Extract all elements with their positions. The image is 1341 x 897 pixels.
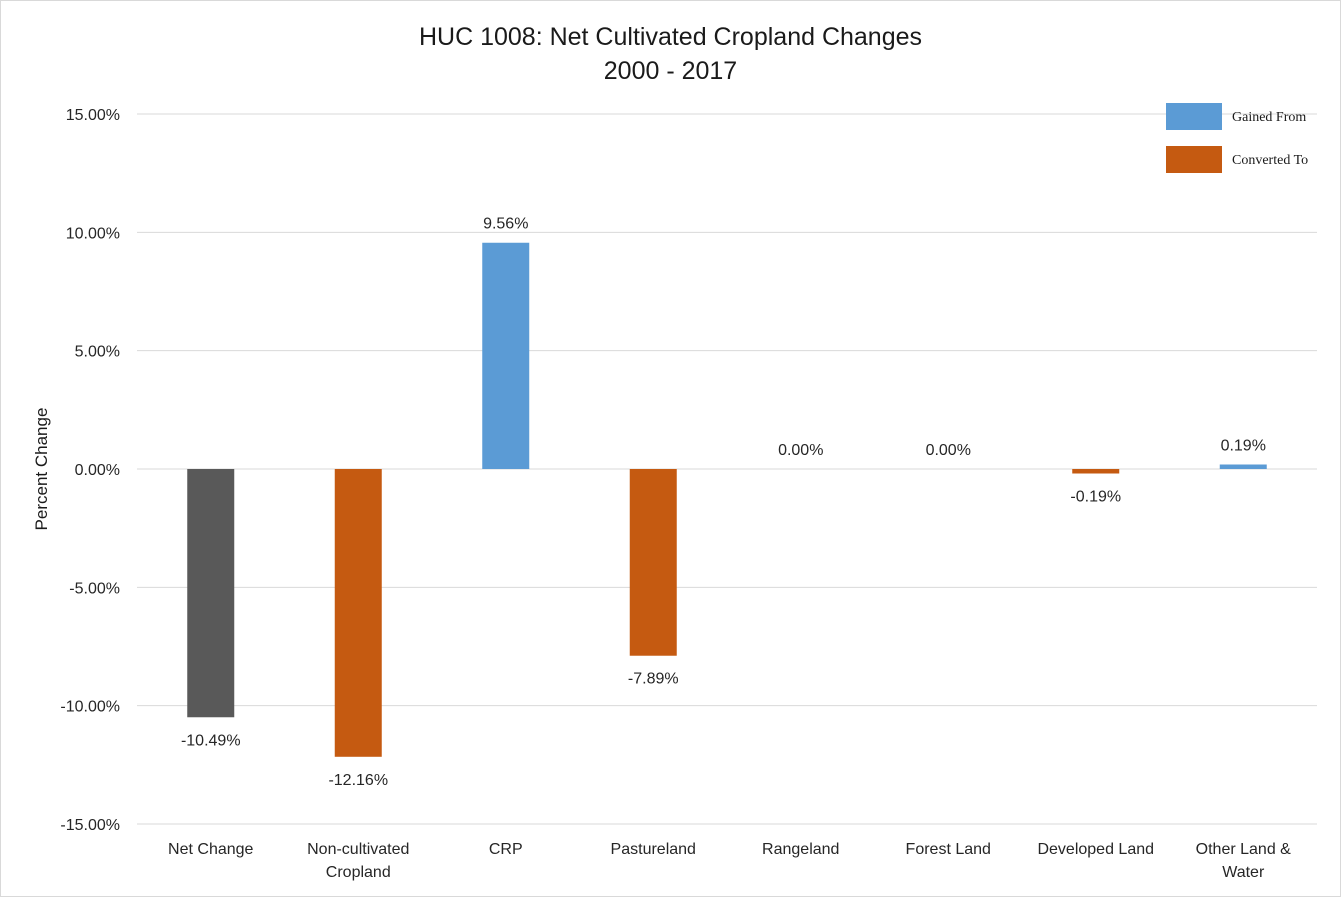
legend-swatch	[1166, 146, 1222, 173]
x-tick-label: Net Change	[168, 841, 253, 858]
data-label: 9.56%	[483, 216, 528, 233]
legend-label: Gained From	[1232, 110, 1306, 125]
y-tick-label: 5.00%	[75, 344, 120, 361]
data-label: -7.89%	[628, 671, 679, 688]
chart-title-line-1: HUC 1008: Net Cultivated Cropland Change…	[418, 23, 923, 51]
chart-title-line-2: 2000 - 2017	[603, 57, 738, 85]
bar	[1072, 469, 1120, 474]
data-label: -10.49%	[181, 732, 241, 749]
x-tick-label: Pastureland	[611, 841, 696, 858]
y-tick-label: 0.00%	[75, 462, 120, 479]
legend-swatch	[1166, 103, 1222, 130]
data-label: 0.00%	[778, 442, 823, 459]
bar	[1219, 464, 1267, 469]
x-tick-label: CRP	[489, 841, 523, 858]
y-tick-label: -5.00%	[69, 580, 120, 597]
data-label: -12.16%	[328, 772, 388, 789]
x-tick-label: Other Land & Water	[1196, 841, 1292, 881]
chart-title: HUC 1008: Net Cultivated Cropland Change…	[0, 20, 1341, 88]
y-tick-label: 10.00%	[66, 225, 120, 242]
bar	[629, 469, 677, 656]
y-tick-label: -15.00%	[60, 817, 120, 834]
x-tick-label: Developed Land	[1037, 841, 1154, 858]
y-tick-label: 15.00%	[66, 107, 120, 124]
bar	[334, 469, 382, 757]
y-axis-label: Percent Change	[32, 408, 51, 531]
x-tick-label: Rangeland	[762, 841, 839, 858]
legend-label: Converted To	[1232, 153, 1308, 168]
bar	[187, 469, 235, 718]
y-tick-label: -10.00%	[60, 699, 120, 716]
data-label: -0.19%	[1070, 488, 1121, 505]
x-tick-label: Non-cultivated Cropland	[307, 841, 409, 881]
x-tick-label: Forest Land	[906, 841, 991, 858]
bar	[482, 242, 530, 469]
data-label: 0.19%	[1221, 438, 1266, 455]
data-label: 0.00%	[926, 442, 971, 459]
